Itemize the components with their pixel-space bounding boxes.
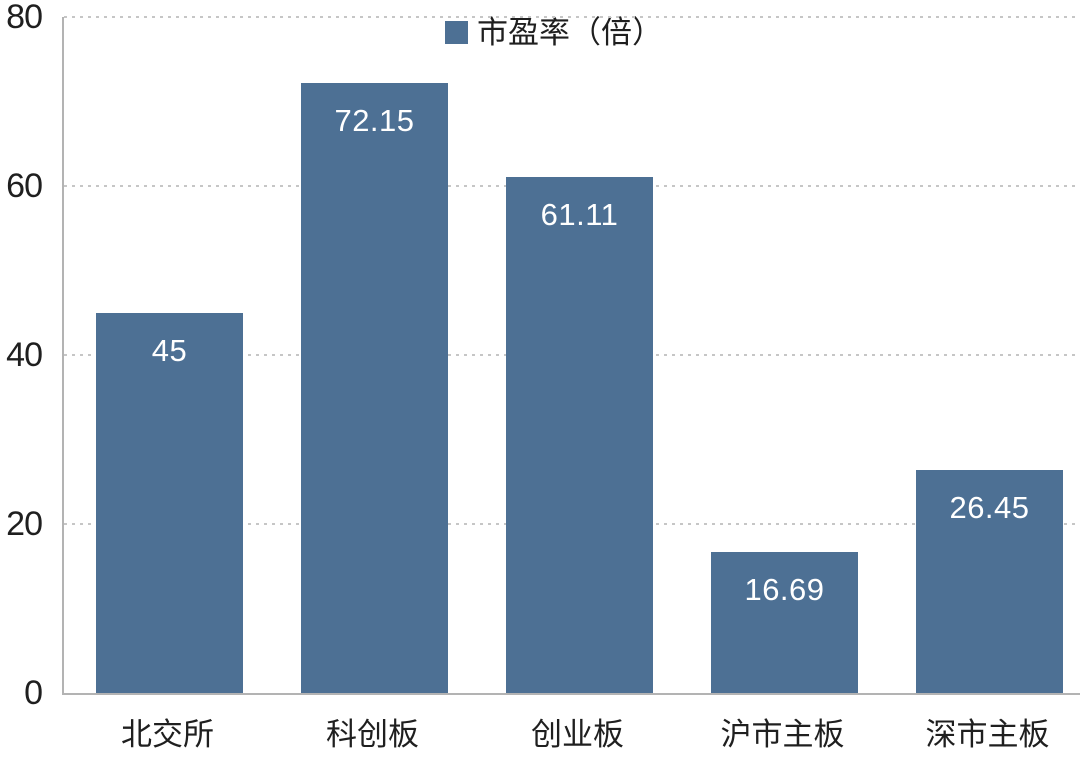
bar-value-label: 72.15 bbox=[334, 103, 415, 139]
x-tick-label-深市主板: 深市主板 bbox=[925, 717, 1050, 752]
y-tick-label-20: 20 bbox=[6, 505, 43, 543]
x-tick-label-创业板: 创业板 bbox=[531, 717, 624, 752]
y-tick-label-80: 80 bbox=[6, 0, 43, 36]
bar-value-label: 16.69 bbox=[744, 572, 825, 607]
x-tick-label-北交所: 北交所 bbox=[121, 717, 214, 752]
bar-深市主板: 26.45 bbox=[916, 469, 1063, 693]
bar-科创板: 72.15 bbox=[301, 83, 448, 693]
legend-label: 市盈率（倍） bbox=[477, 14, 663, 50]
x-tick-label-沪市主板: 沪市主板 bbox=[720, 717, 845, 752]
legend-swatch-icon bbox=[445, 20, 468, 44]
y-tick-label-40: 40 bbox=[6, 336, 43, 374]
y-tick-label-60: 60 bbox=[6, 167, 43, 205]
bar-value-label: 45 bbox=[151, 332, 188, 368]
gridline-80 bbox=[64, 16, 1080, 18]
bar-创业板: 61.11 bbox=[506, 176, 653, 693]
bar-value-label: 26.45 bbox=[949, 489, 1030, 525]
bar-北交所: 45 bbox=[96, 312, 243, 693]
y-tick-label-0: 0 bbox=[24, 674, 43, 712]
legend: 市盈率（倍） bbox=[445, 17, 663, 48]
plot-area: 45 72.15 61.11 16.69 26.45 bbox=[62, 16, 1080, 695]
bar-沪市主板: 16.69 bbox=[711, 552, 858, 693]
bar-value-label: 61.11 bbox=[540, 196, 619, 232]
x-tick-label-科创板: 科创板 bbox=[326, 717, 419, 752]
